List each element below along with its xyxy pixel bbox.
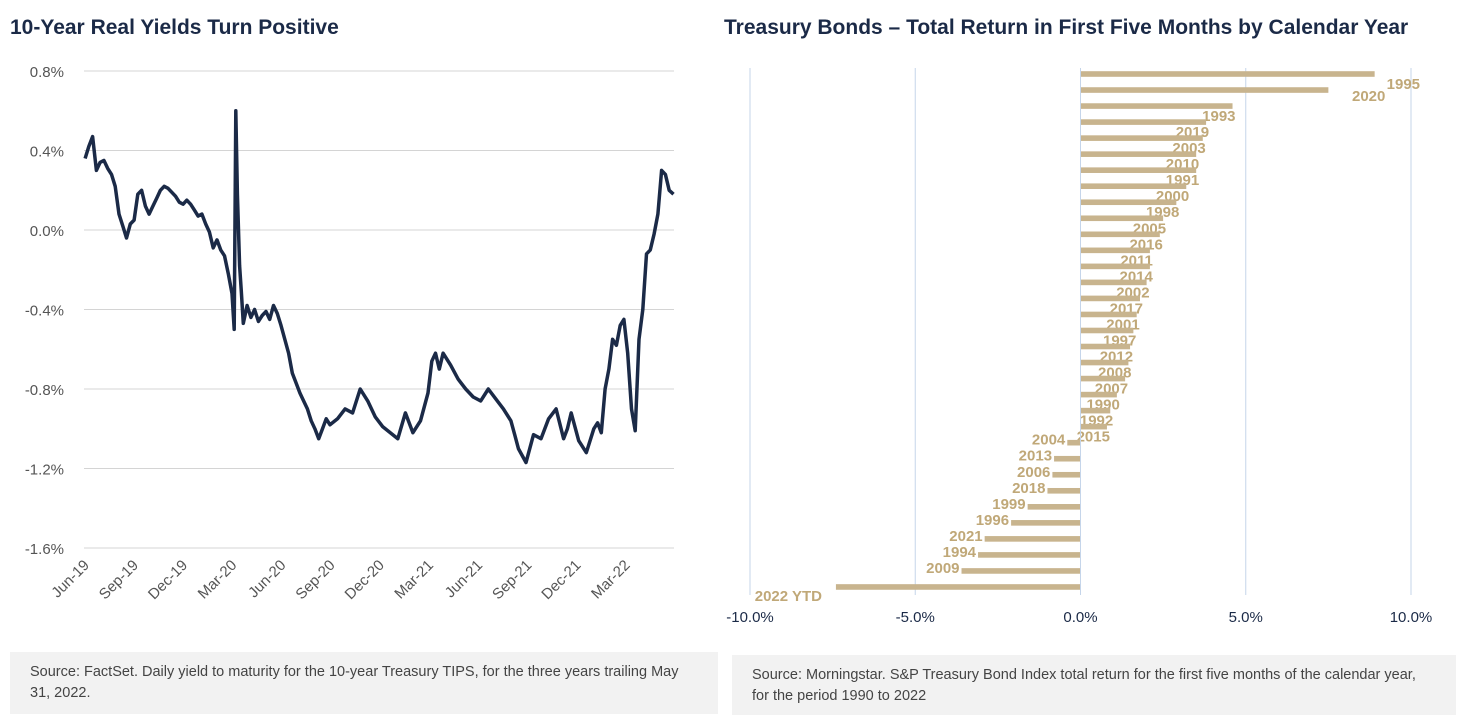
bar (1080, 167, 1197, 173)
x-tick-label: Jun-20 (245, 557, 289, 601)
bar-label: 2021 (949, 528, 982, 545)
bar (1080, 135, 1203, 141)
bar-label: 1994 (943, 544, 977, 561)
y-tick-label: 0.8% (30, 64, 64, 81)
bar (1080, 407, 1111, 414)
x-tick-label: -10.0% (726, 609, 774, 626)
x-tick-label: Dec-20 (342, 557, 388, 603)
right-chart-title: Treasury Bonds – Total Return in First F… (724, 16, 1409, 39)
x-tick-label: Mar-20 (195, 557, 241, 603)
bar (1080, 311, 1137, 318)
bar (835, 584, 1081, 590)
x-tick-label: Jun-21 (442, 557, 486, 601)
right-bar-chart: -10.0% -5.0% 0.0% 5.0% 10.0%1995202019932019… (726, 68, 1432, 626)
bar (1011, 520, 1081, 526)
bar (1080, 295, 1140, 302)
x-tick-label: Dec-19 (145, 557, 191, 603)
bar-label: 2004 (1032, 432, 1066, 449)
bar (1080, 199, 1177, 206)
bar (1080, 391, 1117, 398)
bar (978, 552, 1081, 558)
x-tick-label: -5.0% (896, 609, 935, 626)
bar-label: 1999 (992, 496, 1025, 513)
bar (984, 536, 1081, 542)
bar (1080, 375, 1126, 382)
yield-line (83, 109, 675, 465)
x-tick-label: Sep-19 (96, 557, 142, 603)
x-tick-label: 5.0% (1229, 609, 1263, 626)
bar-label: 2015 (1077, 429, 1110, 446)
bar (1080, 71, 1375, 77)
bar (1080, 423, 1107, 430)
bar-label: 2006 (1017, 464, 1050, 481)
bar (1080, 263, 1150, 270)
bar-label: 1996 (976, 512, 1009, 529)
bar (1080, 87, 1329, 93)
bar (1080, 231, 1160, 238)
right-source-note: Source: Morningstar. S&P Treasury Bond I… (732, 655, 1456, 715)
y-tick-label: 0.4% (30, 144, 64, 161)
bar (1047, 487, 1081, 494)
bar-label: 2022 YTD (755, 588, 822, 605)
bar (1080, 279, 1147, 286)
y-tick-label: -0.4% (25, 303, 64, 320)
y-tick-label: -1.2% (25, 462, 64, 479)
bar (1080, 151, 1197, 157)
bar (1080, 103, 1233, 109)
bar-label: 2020 (1352, 88, 1385, 105)
bar-label: 2009 (926, 560, 959, 577)
bar (961, 568, 1081, 574)
bar (1080, 359, 1129, 366)
left-source-note: Source: FactSet. Daily yield to maturity… (10, 652, 718, 714)
left-line-chart: 0.8%0.4%0.0%-0.4%-0.8%-1.2%-1.6%Jun-19 Se… (25, 64, 675, 603)
bar (1052, 471, 1081, 478)
bar-label: 1993 (1202, 108, 1235, 125)
bar (1067, 439, 1081, 446)
bar (1080, 343, 1131, 350)
left-chart-title: 10-Year Real Yields Turn Positive (10, 16, 339, 39)
x-tick-label: Mar-22 (588, 557, 634, 603)
x-tick-label: 0.0% (1063, 609, 1097, 626)
bar (1080, 183, 1187, 190)
x-tick-label: Sep-21 (489, 557, 535, 603)
x-tick-label: Jun-19 (48, 557, 92, 601)
bar-label: 1995 (1387, 76, 1420, 93)
x-tick-label: 10.0% (1390, 609, 1433, 626)
x-tick-label: Sep-20 (292, 557, 338, 603)
y-tick-label: -0.8% (25, 382, 64, 399)
bar (1027, 504, 1081, 510)
x-tick-label: Dec-21 (538, 557, 584, 603)
bar-label: 2013 (1019, 448, 1052, 465)
bar (1080, 247, 1150, 254)
y-tick-label: 0.0% (30, 223, 64, 240)
x-tick-label: Mar-21 (391, 557, 437, 603)
bar (1054, 455, 1081, 462)
bar (1080, 215, 1164, 222)
bar-label: 2018 (1012, 480, 1045, 497)
y-tick-label: -1.6% (25, 541, 64, 558)
bar (1080, 119, 1207, 125)
bar (1080, 327, 1134, 334)
